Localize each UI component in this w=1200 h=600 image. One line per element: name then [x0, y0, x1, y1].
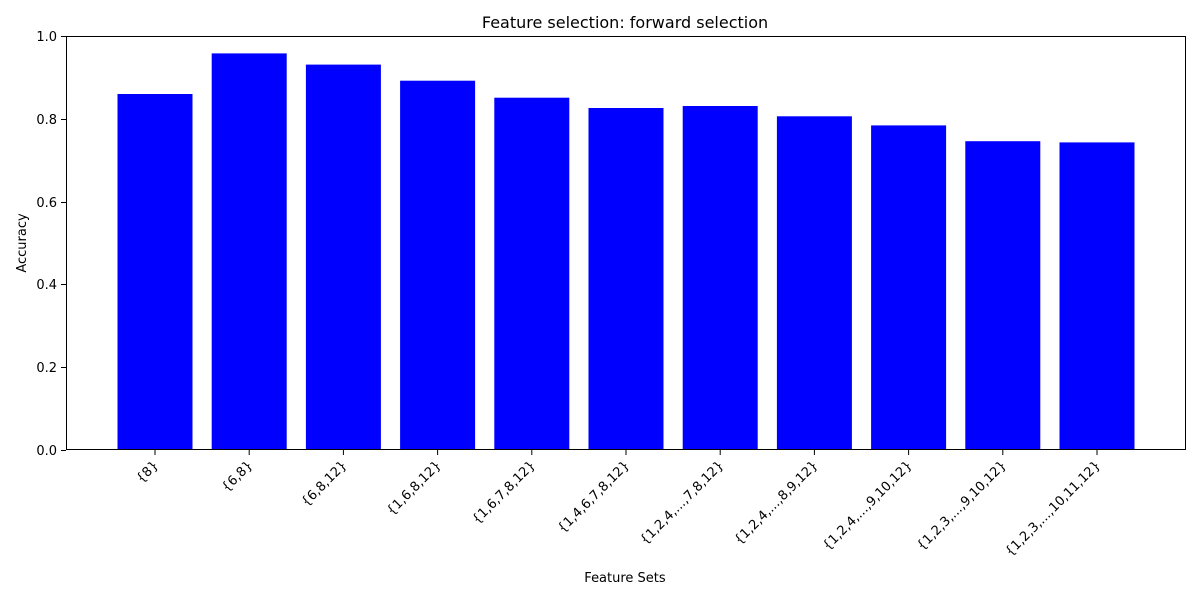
x-tick-label-2: {6,8,12}	[299, 458, 351, 510]
x-tick-label-7: {1,2,4,...,8,9,12}	[732, 458, 822, 548]
x-tick-label-1: {6,8}	[219, 458, 256, 495]
bar-7	[776, 116, 852, 451]
x-axis: {8} {6,8} {6,8,12} {1,6,8,12} {1,6,7,8,12} {1…	[134, 450, 1104, 559]
y-axis-label: Accuracy	[15, 213, 30, 273]
x-axis-label: Feature Sets	[584, 571, 666, 586]
chart-title: Feature selection: forward selection	[482, 13, 768, 32]
x-tick-label-10: {1,2,3,...,10,11,12}	[1003, 458, 1104, 559]
x-tick-label-4: {1,6,7,8,12}	[470, 458, 539, 527]
y-tick-label-5: 1.0	[36, 30, 57, 45]
bar-8	[871, 125, 947, 451]
y-tick-label-1: 0.2	[36, 361, 57, 376]
bars-group	[117, 53, 1135, 451]
bar-5	[588, 108, 664, 450]
y-tick-label-4: 0.8	[36, 113, 57, 128]
x-tick-label-6: {1,2,4,...,7,8,12}	[637, 458, 727, 548]
y-tick-label-3: 0.6	[36, 196, 57, 211]
plot-frame	[66, 36, 1186, 450]
bar-10	[1059, 142, 1135, 450]
y-axis: 0.0 0.2 0.4 0.6 0.8 1.0	[36, 30, 66, 459]
x-tick-label-5: {1,4,6,7,8,12}	[555, 458, 633, 536]
bar-1	[211, 53, 287, 451]
x-tick-label-9: {1,2,3,...,9,10,12}	[914, 458, 1009, 553]
x-tick-label-8: {1,2,4,...,9,10,12}	[820, 458, 915, 553]
x-tick-label-3: {1,6,8,12}	[384, 458, 444, 518]
y-tick-label-2: 0.4	[36, 278, 57, 293]
bar-3	[400, 80, 476, 450]
x-tick-label-0: {8}	[134, 458, 162, 486]
bar-4	[494, 97, 570, 450]
y-tick-label-0: 0.0	[36, 444, 57, 459]
bar-0	[117, 94, 193, 450]
bar-6	[682, 106, 758, 450]
bar-2	[305, 64, 381, 450]
bar-9	[965, 141, 1041, 450]
